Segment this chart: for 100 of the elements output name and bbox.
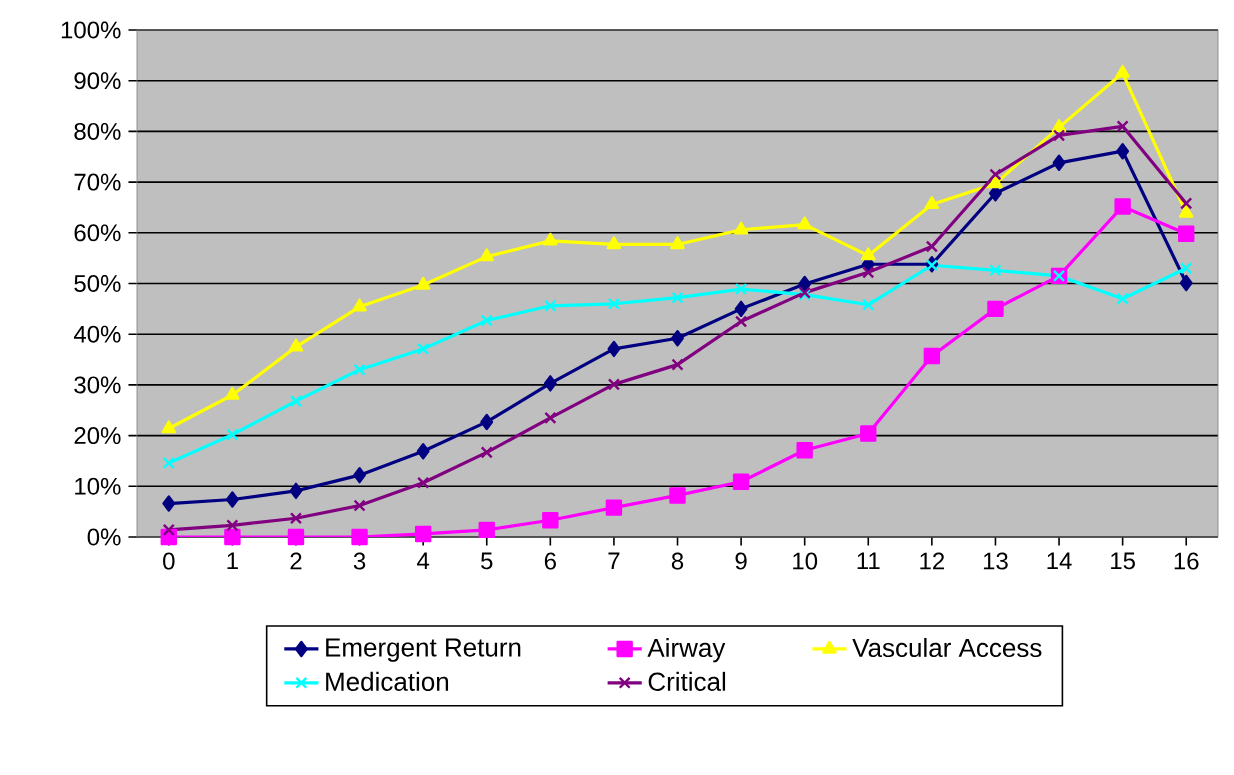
point bbox=[161, 420, 177, 434]
x-tick-label: 1 bbox=[227, 552, 238, 570]
x-tick-label: 11 bbox=[857, 552, 880, 570]
point bbox=[351, 528, 368, 546]
point bbox=[1180, 197, 1193, 210]
point bbox=[1116, 120, 1129, 133]
point bbox=[860, 425, 877, 442]
point bbox=[1178, 204, 1194, 218]
point bbox=[605, 499, 623, 516]
point bbox=[924, 196, 940, 210]
point bbox=[352, 298, 367, 312]
point bbox=[607, 297, 621, 310]
y-tick-label: 60% bbox=[74, 224, 121, 242]
point bbox=[734, 300, 748, 318]
point bbox=[669, 487, 686, 504]
point bbox=[671, 358, 684, 371]
point bbox=[925, 240, 939, 253]
point bbox=[224, 528, 241, 546]
legend-label: Airway bbox=[647, 638, 726, 663]
point bbox=[1115, 64, 1130, 78]
point bbox=[480, 314, 493, 327]
x-tick-label: 15 bbox=[1111, 552, 1135, 570]
y-tick-label: 90% bbox=[74, 72, 121, 90]
point bbox=[226, 519, 239, 532]
x-tick-label: 4 bbox=[417, 552, 430, 570]
point bbox=[353, 499, 366, 512]
point bbox=[287, 528, 305, 546]
point bbox=[989, 168, 1002, 181]
legend-label: Vascular Access bbox=[852, 638, 1042, 658]
point bbox=[543, 375, 557, 392]
point bbox=[479, 248, 495, 262]
point bbox=[162, 495, 176, 512]
point bbox=[1114, 198, 1131, 215]
point bbox=[987, 300, 1004, 318]
point bbox=[988, 175, 1003, 189]
x-tick-label: 5 bbox=[481, 552, 493, 570]
legend-label: Critical bbox=[648, 671, 726, 691]
point bbox=[225, 386, 240, 400]
point bbox=[544, 299, 557, 312]
point bbox=[543, 232, 558, 246]
point bbox=[796, 442, 813, 459]
point bbox=[415, 276, 431, 290]
y-tick-label: 0% bbox=[87, 528, 121, 546]
point bbox=[989, 264, 1002, 277]
point bbox=[542, 512, 559, 529]
point bbox=[1179, 274, 1193, 292]
point bbox=[1180, 262, 1193, 275]
point bbox=[353, 363, 366, 376]
x-tick-label: 6 bbox=[544, 552, 556, 570]
legend-label: Emergent Return bbox=[326, 638, 521, 662]
point bbox=[162, 523, 175, 537]
point bbox=[289, 482, 303, 500]
point bbox=[480, 446, 493, 459]
point bbox=[670, 236, 685, 250]
point bbox=[162, 456, 175, 470]
x-tick-label: 13 bbox=[983, 552, 1008, 570]
point bbox=[1116, 142, 1130, 160]
x-tick-label: 9 bbox=[735, 552, 747, 570]
point bbox=[798, 275, 812, 293]
point bbox=[478, 521, 495, 539]
x-tick-label: 2 bbox=[290, 552, 302, 570]
point bbox=[733, 221, 749, 235]
x-tick-label: 7 bbox=[608, 552, 620, 570]
point bbox=[734, 282, 748, 296]
point bbox=[862, 266, 875, 279]
point bbox=[797, 216, 812, 230]
point bbox=[417, 342, 430, 356]
point bbox=[1116, 292, 1129, 305]
y-tick-label: 50% bbox=[74, 275, 121, 292]
point bbox=[417, 476, 430, 489]
y-tick-label: 100% bbox=[61, 21, 121, 39]
point bbox=[671, 330, 684, 347]
point bbox=[353, 466, 367, 484]
legend-label: Medication bbox=[326, 671, 449, 691]
y-tick-label: 20% bbox=[74, 427, 121, 445]
point bbox=[607, 340, 621, 358]
point bbox=[1052, 154, 1066, 172]
point bbox=[732, 473, 750, 490]
y-tick-label: 70% bbox=[74, 173, 121, 191]
y-tick-label: 10% bbox=[75, 477, 121, 495]
point bbox=[1052, 129, 1066, 142]
point bbox=[480, 413, 494, 431]
point bbox=[861, 247, 876, 261]
point bbox=[734, 315, 748, 328]
x-tick-label: 8 bbox=[671, 552, 684, 570]
point bbox=[1178, 225, 1195, 243]
point bbox=[606, 236, 622, 250]
x-tick-label: 3 bbox=[353, 552, 366, 570]
point bbox=[288, 338, 304, 352]
x-tick-label: 14 bbox=[1047, 552, 1072, 570]
x-tick-label: 12 bbox=[920, 552, 944, 570]
x-tick-label: 16 bbox=[1174, 552, 1199, 570]
x-tick-label: 10 bbox=[793, 552, 818, 570]
point bbox=[923, 347, 941, 365]
x-tick-label: 0 bbox=[163, 552, 175, 570]
point bbox=[1051, 119, 1067, 133]
y-tick-label: 30% bbox=[74, 376, 121, 394]
point bbox=[671, 291, 684, 304]
y-tick-label: 80% bbox=[74, 122, 121, 140]
point bbox=[289, 512, 303, 525]
